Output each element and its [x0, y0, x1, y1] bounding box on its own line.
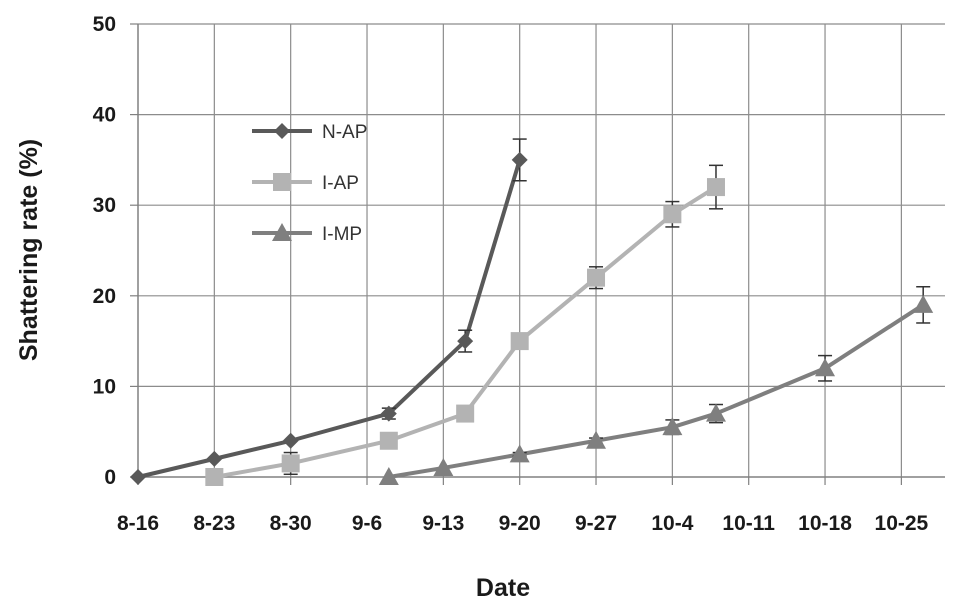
- data-point: [706, 178, 725, 197]
- series-layer: [130, 138, 934, 486]
- legend: N-AP I-AP I-MP: [252, 122, 367, 245]
- y-axis-title: Shattering rate (%): [15, 139, 43, 361]
- x-tick-label: 9-13: [422, 512, 464, 535]
- data-point: [913, 294, 934, 313]
- x-tick-label: 9-6: [352, 512, 382, 535]
- data-point: [586, 430, 607, 449]
- data-point: [433, 457, 454, 476]
- data-point: [663, 205, 682, 224]
- data-point: [815, 358, 836, 377]
- x-axis-title: Date: [476, 574, 530, 602]
- data-point: [587, 268, 606, 287]
- legend-marker: [274, 123, 290, 139]
- grid-lines: [138, 23, 945, 477]
- data-point: [510, 332, 529, 351]
- y-tick-label: 0: [104, 466, 116, 489]
- y-tick-label: 30: [93, 194, 116, 217]
- x-tick-label: 9-27: [575, 512, 617, 535]
- x-tick-label: 10-25: [875, 512, 929, 535]
- legend-item-i-ap: I-AP: [252, 173, 359, 194]
- data-point: [206, 450, 223, 467]
- series-i-ap: [205, 164, 725, 486]
- y-tick-label: 40: [93, 104, 116, 127]
- series-n-ap: [130, 138, 528, 485]
- series-i-mp: [378, 285, 934, 485]
- legend-marker: [273, 173, 291, 191]
- series-line: [213, 185, 718, 479]
- y-tick-labels: 0 10 20 30 40 50: [93, 13, 116, 489]
- data-point: [662, 417, 683, 436]
- data-point: [705, 403, 726, 422]
- series-line: [388, 303, 925, 479]
- legend-item-i-mp: I-MP: [252, 223, 362, 245]
- x-tick-label: 8-16: [117, 512, 159, 535]
- x-tick-label: 8-23: [193, 512, 235, 535]
- x-tick-label: 10-4: [651, 512, 693, 535]
- data-point: [205, 468, 224, 486]
- x-tick-label: 10-18: [798, 512, 852, 535]
- legend-label: I-AP: [322, 173, 359, 194]
- data-point: [379, 431, 398, 450]
- y-tick-label: 10: [93, 375, 116, 398]
- x-tick-label: 10-11: [722, 512, 775, 535]
- y-tick-label: 50: [93, 13, 116, 36]
- x-tick-label: 8-30: [270, 512, 312, 535]
- y-tick-label: 20: [93, 285, 116, 308]
- data-point: [509, 444, 530, 463]
- legend-label: N-AP: [322, 122, 367, 143]
- legend-label: I-MP: [322, 224, 362, 245]
- data-point: [378, 467, 399, 485]
- data-point: [282, 432, 299, 449]
- axes: [130, 23, 945, 485]
- data-point: [457, 333, 474, 350]
- data-point: [281, 454, 300, 473]
- x-tick-label: 9-20: [499, 512, 541, 535]
- data-point: [456, 404, 475, 423]
- data-point: [130, 469, 146, 485]
- data-point: [511, 151, 528, 168]
- data-point: [380, 405, 397, 422]
- legend-marker: [272, 223, 292, 241]
- series-line: [137, 159, 522, 479]
- legend-item-n-ap: N-AP: [252, 122, 367, 143]
- x-tick-labels: 8-16 8-23 8-30 9-6 9-13 9-20 9-27 10-4 10-11 10-1…: [117, 512, 929, 535]
